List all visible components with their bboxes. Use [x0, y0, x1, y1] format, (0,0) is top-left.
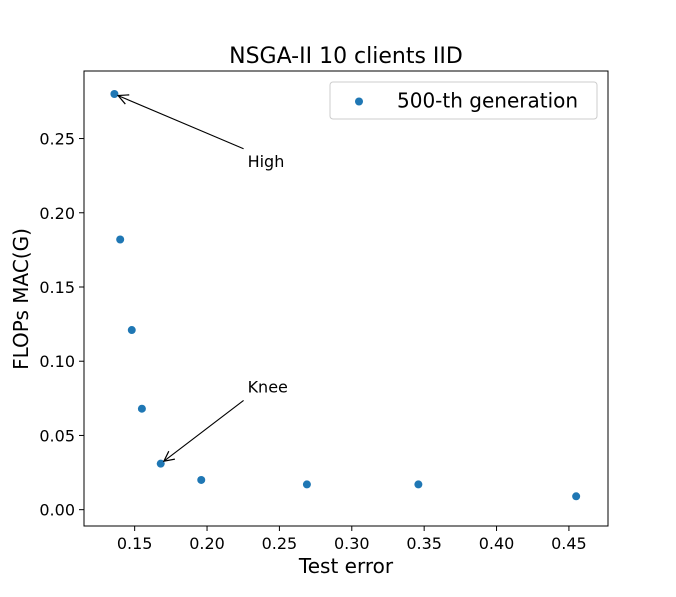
data-point [414, 480, 423, 489]
y-tick-label: 0.15 [39, 278, 75, 297]
data-point [156, 459, 165, 468]
x-tick-label: 0.35 [406, 534, 442, 553]
data-point [116, 235, 125, 244]
chart-title: NSGA-II 10 clients IID [229, 44, 463, 69]
x-tick-label: 0.25 [262, 534, 298, 553]
y-axis-label: FLOPs MAC(G) [9, 228, 33, 370]
plot-frame [83, 70, 609, 527]
y-tick-label: 0.10 [39, 352, 75, 371]
data-point [197, 475, 206, 484]
x-tick-label: 0.45 [551, 534, 587, 553]
plot-area: 0.15 0.20 0.25 0.30 0.35 0.40 0.45 0.00 0.05 0.10… [39, 70, 609, 553]
legend-box [329, 81, 598, 120]
x-tick-label: 0.15 [117, 534, 153, 553]
annotation-arrow [164, 399, 244, 461]
x-tick-label: 0.30 [334, 534, 370, 553]
y-tick-label: 0.25 [39, 130, 75, 149]
data-point [127, 326, 136, 335]
y-tick-label: 0.20 [39, 204, 75, 223]
x-tick-label: 0.20 [189, 534, 225, 553]
data-point [302, 480, 311, 489]
x-axis-label: Test error [298, 554, 394, 578]
data-point [572, 492, 581, 501]
annotation-label: Knee [248, 377, 288, 396]
annotation-arrow [118, 96, 244, 150]
legend-label: 500-th generation [397, 89, 578, 113]
y-tick-label: 0.05 [39, 426, 75, 445]
x-tick-label: 0.40 [479, 534, 515, 553]
annotation-label: High [248, 152, 285, 171]
y-tick-label: 0.00 [39, 501, 75, 520]
legend-marker [355, 97, 363, 106]
data-point [137, 404, 146, 413]
data-point [110, 90, 119, 99]
